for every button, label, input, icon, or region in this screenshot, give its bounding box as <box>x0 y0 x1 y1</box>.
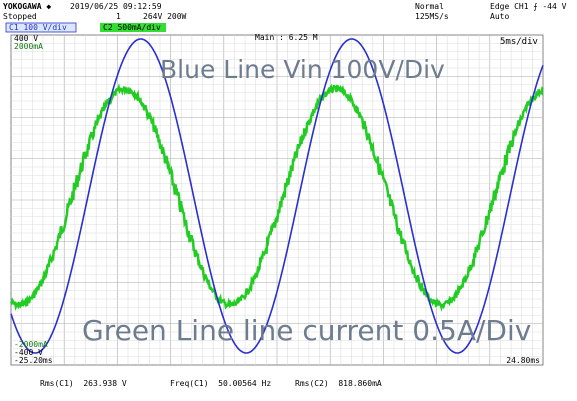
measurement: Rms(C1) 263.938 V <box>40 379 127 388</box>
rate: 125MS/s <box>415 12 449 21</box>
status: Stopped <box>3 12 37 21</box>
mode: Normal <box>415 2 444 11</box>
measurement: Freq(C1) 50.00564 Hz <box>170 379 271 388</box>
grid <box>10 34 544 366</box>
c2-tag <box>100 23 166 32</box>
annotation-blue: Blue Line Vin 100V/Div <box>160 55 445 84</box>
trigger-mode: Auto <box>490 12 509 21</box>
c1-tag <box>5 22 77 33</box>
c2-label: C2 500mA/div <box>103 23 161 32</box>
brand: YOKOGAWA ◆ <box>3 2 51 11</box>
main: Main : 6.25 M <box>255 33 318 42</box>
measurement: Rms(C2) 818.860mA <box>295 379 382 388</box>
count: 1 <box>116 12 121 21</box>
annotation-green: Green Line line current 0.5A/Div <box>82 314 531 347</box>
current-wave <box>9 83 544 312</box>
waveforms <box>9 38 544 354</box>
c2-bottom: -2000mA <box>14 340 48 349</box>
range: 264V 200W <box>143 12 187 21</box>
timebase: 5ms/div <box>500 37 538 47</box>
c1-label: C1 100 V/div <box>9 23 67 32</box>
c1-top: 400 V <box>14 34 38 43</box>
trigger: Edge CH1 ⨍ -44 V <box>490 2 567 11</box>
t-start: -25.20ms <box>14 356 53 365</box>
c2-top: 2000mA <box>14 42 43 51</box>
c1-bottom: -400 V <box>14 348 43 357</box>
voltage-wave <box>10 38 544 354</box>
datetime: 2019/06/25 09:12:59 <box>70 2 162 11</box>
t-end: 24.80ms <box>506 356 540 365</box>
